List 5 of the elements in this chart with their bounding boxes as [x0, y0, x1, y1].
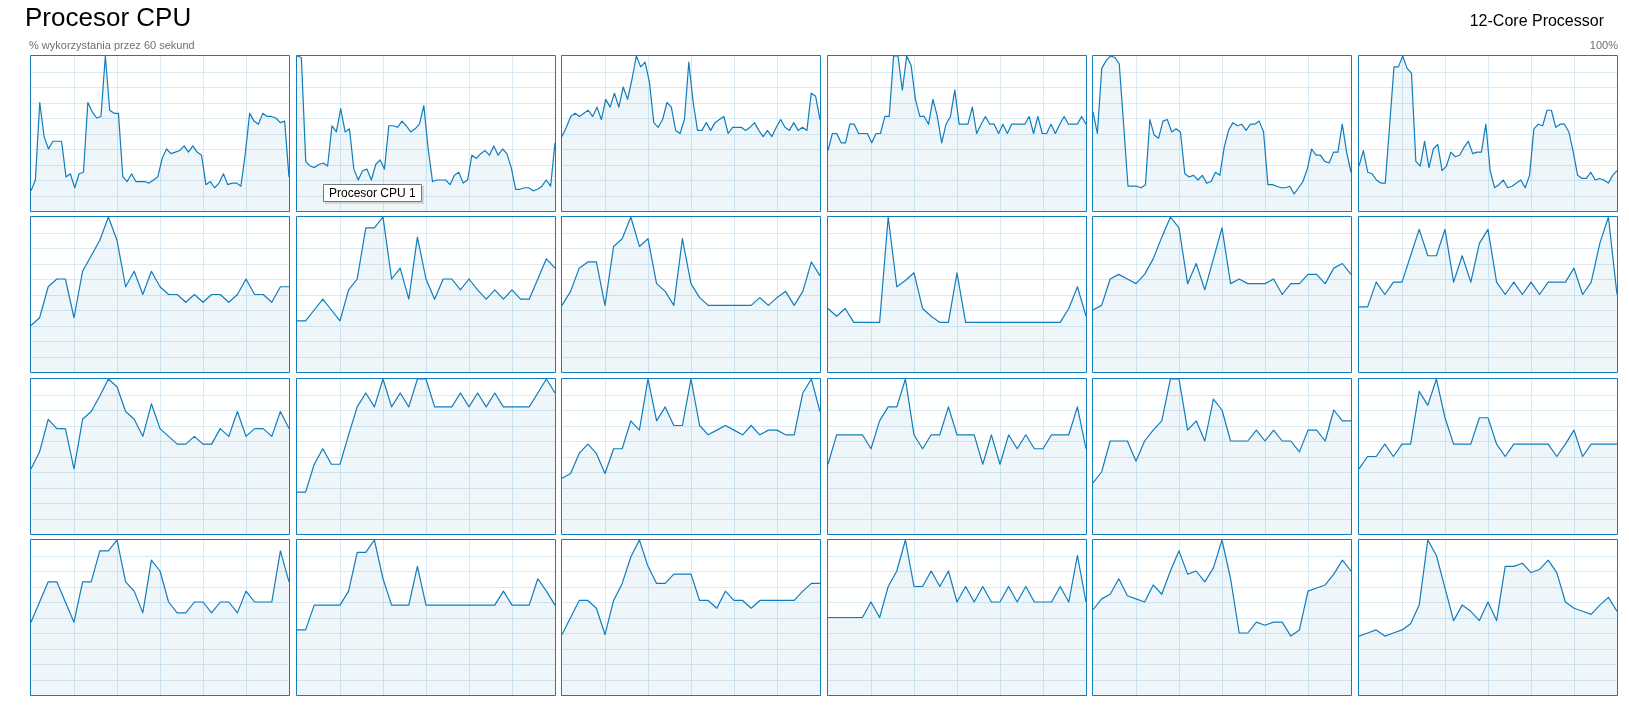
- annotation: Procesor CPU 1: [329, 185, 417, 200]
- text: 100%: [1589, 39, 1618, 51]
- chart-title: Procesor CPU: [25, 2, 192, 32]
- chart-subtitle: 12-Core Processor: [1469, 12, 1604, 29]
- y-axis-title: % wykorzystania przez 60 sekund: [29, 39, 195, 51]
